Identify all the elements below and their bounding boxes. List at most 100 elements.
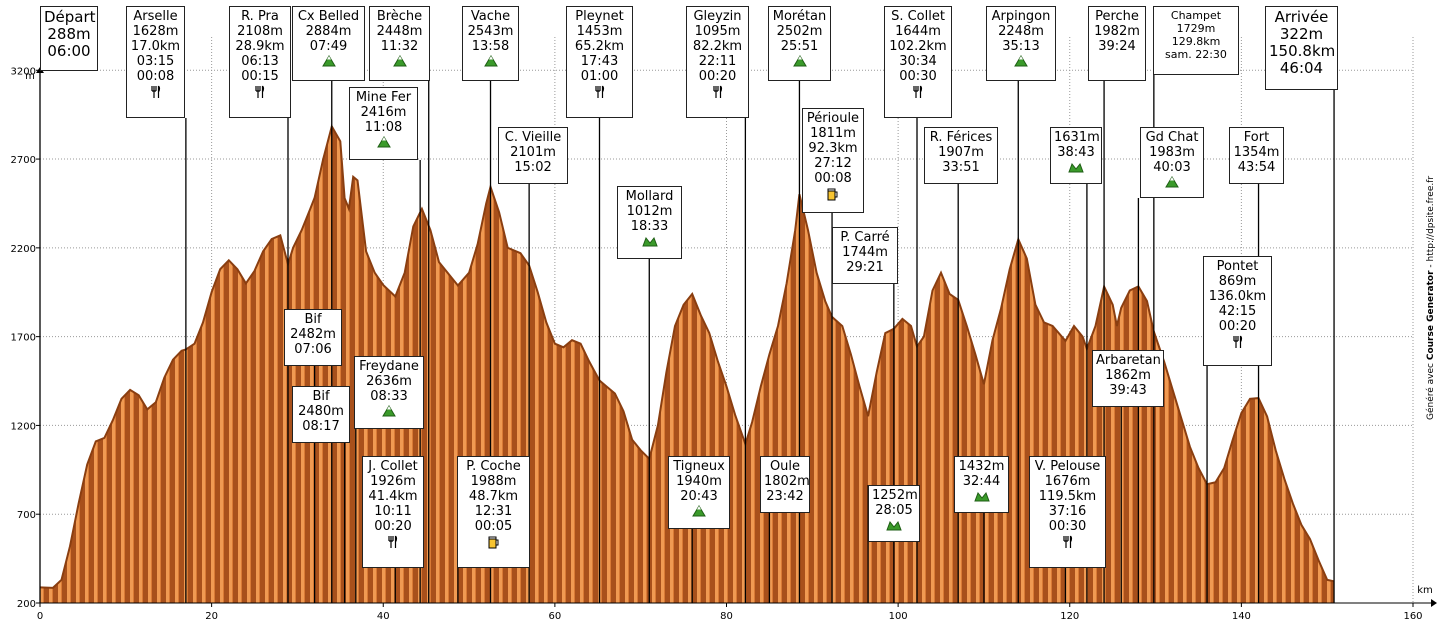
waypoint-detail: 23:42 [766, 489, 804, 504]
waypoint-name: Bif [304, 312, 322, 327]
waypoint-label: Gd Chat 1983m 40:03 [1140, 127, 1204, 198]
food-icon [888, 85, 948, 99]
food-icon [366, 535, 420, 549]
waypoint-detail: 41.4km [368, 489, 418, 504]
waypoint-name: R. Pra [241, 9, 279, 24]
food-icon [233, 85, 287, 99]
waypoint-detail: 35:13 [1002, 39, 1040, 54]
credit-sep: - [1426, 261, 1436, 271]
waypoint-detail: 1095m [694, 24, 741, 39]
waypoint-detail: 38:43 [1057, 145, 1095, 160]
waypoint-name: J. Collet [368, 459, 418, 474]
waypoint-name: 1432m [958, 459, 1005, 474]
waypoint-detail: 22:11 [698, 54, 737, 69]
waypoint-label: S. Collet 1644m 102.2km 30:34 00:30 [884, 6, 952, 118]
waypoint-detail: 43:54 [1237, 160, 1276, 175]
food-icon [1207, 335, 1268, 349]
waypoint-detail: 1012m [626, 204, 673, 219]
waypoint-label: V. Pelouse 1676m 119.5km 37:16 00:30 [1029, 456, 1106, 568]
x-tick-label: 160 [1403, 611, 1422, 622]
waypoint-detail: 92.3km [808, 141, 858, 156]
waypoint-label: Freydane 2636m 08:33 [354, 356, 424, 429]
x-tick-label: 60 [549, 611, 562, 622]
waypoint-label: J. Collet 1926m 41.4km 10:11 00:20 [362, 456, 424, 568]
waypoint-name: P. Coche [466, 459, 521, 474]
waypoint-label: Arselle 1628m 17.0km 03:15 00:08 [126, 6, 185, 118]
col-icon [872, 519, 916, 533]
summit-icon [296, 55, 361, 69]
waypoint-detail: 01:00 [580, 69, 619, 84]
waypoint-detail: 1354m [1233, 145, 1280, 160]
summit-icon [466, 55, 515, 69]
summit-icon [1144, 176, 1200, 190]
waypoint-name: P. Carré [840, 230, 890, 245]
waypoint-detail: 1940m [676, 474, 722, 489]
waypoint-detail: 11:32 [380, 39, 419, 54]
waypoint-detail: 1982m [1094, 24, 1140, 39]
waypoint-detail: 00:20 [374, 519, 412, 534]
waypoint-label: 1631m 38:43 [1050, 127, 1102, 184]
waypoint-detail: 06:13 [241, 54, 279, 69]
waypoint-name: Mollard [625, 189, 674, 204]
waypoint-detail: sam. 22:30 [1165, 48, 1227, 61]
waypoint-detail: 136.0km [1208, 289, 1267, 304]
waypoint-detail: 15:02 [514, 160, 552, 175]
waypoint-label: P. Carré 1744m 29:21 [832, 227, 898, 284]
waypoint-label: 1432m 32:44 [954, 456, 1009, 513]
food-icon [690, 85, 745, 99]
waypoint-label: Bif 2480m 08:17 [292, 386, 350, 443]
waypoint-detail: 1988m [470, 474, 517, 489]
waypoint-detail: 129.8km [1171, 35, 1221, 48]
axes: 0 20 40 60 80 100 120 140 160 200 700 1200 1700 2200 2… [11, 66, 1437, 622]
waypoint-detail: 2108m [237, 24, 283, 39]
waypoint-detail: 13:58 [471, 39, 510, 54]
waypoint-detail: 00:08 [814, 171, 852, 186]
waypoint-label: Pontet 869m 136.0km 42:15 00:20 [1203, 256, 1272, 366]
y-axis-label: m [25, 71, 35, 82]
waypoint-name: Arpingon [991, 9, 1051, 24]
waypoint-label: 1252m 28:05 [868, 485, 920, 542]
waypoint-name: Gleyzin [693, 9, 742, 24]
waypoint-detail: 11:08 [364, 120, 403, 135]
waypoint-detail: 08:17 [302, 419, 340, 434]
waypoint-detail: 2502m [776, 24, 823, 39]
waypoint-detail: 1862m [1105, 368, 1151, 383]
waypoint-name: C. Vieille [504, 130, 562, 145]
waypoint-name: Fort [1243, 130, 1270, 145]
waypoint-detail: 17.0km [130, 39, 181, 54]
waypoint-detail: 42:15 [1218, 304, 1257, 319]
waypoint-label: Périoule 1811m 92.3km 27:12 00:08 [802, 108, 864, 213]
waypoint-detail: 00:20 [698, 69, 737, 84]
y-tick-label: 1200 [11, 421, 36, 432]
x-axis-label: km [1417, 585, 1433, 596]
waypoint-detail: 1676m [1044, 474, 1091, 489]
col-icon [1054, 161, 1098, 175]
waypoint-detail: 00:20 [1218, 319, 1257, 334]
waypoint-label: Mine Fer 2416m 11:08 [349, 87, 418, 160]
x-tick-label: 20 [205, 611, 218, 622]
summit-icon [373, 55, 426, 69]
waypoint-name: V. Pelouse [1034, 459, 1101, 474]
waypoint-name: Morétan [772, 9, 827, 24]
waypoint-name: Vache [470, 9, 511, 24]
waypoint-detail: 2636m [366, 374, 412, 389]
waypoint-name: Pontet [1216, 259, 1259, 274]
waypoint-detail: 29:21 [846, 260, 884, 275]
waypoint-detail: 18:33 [630, 219, 669, 234]
waypoint-detail: 28:05 [875, 503, 913, 518]
waypoint-name: Pleynet [575, 9, 624, 24]
waypoint-detail: 2482m [290, 327, 336, 342]
waypoint-label: Oule 1802m 23:42 [760, 456, 810, 513]
waypoint-name: Périoule [806, 111, 860, 126]
waypoint-detail: 1628m [132, 24, 179, 39]
waypoint-label: Arpingon 2248m 35:13 [986, 6, 1056, 81]
waypoint-label: R. Férices 1907m 33:51 [924, 127, 998, 184]
waypoint-detail: 150.8km [1269, 42, 1336, 60]
waypoint-detail: 2543m [467, 24, 514, 39]
col-icon [621, 235, 678, 249]
waypoint-detail: 1744m [842, 245, 888, 260]
waypoint-detail: 2480m [298, 404, 344, 419]
waypoint-detail: 48.7km [468, 489, 519, 504]
waypoint-name: Champet [1170, 9, 1222, 22]
waypoint-detail: 1802m [764, 474, 810, 489]
